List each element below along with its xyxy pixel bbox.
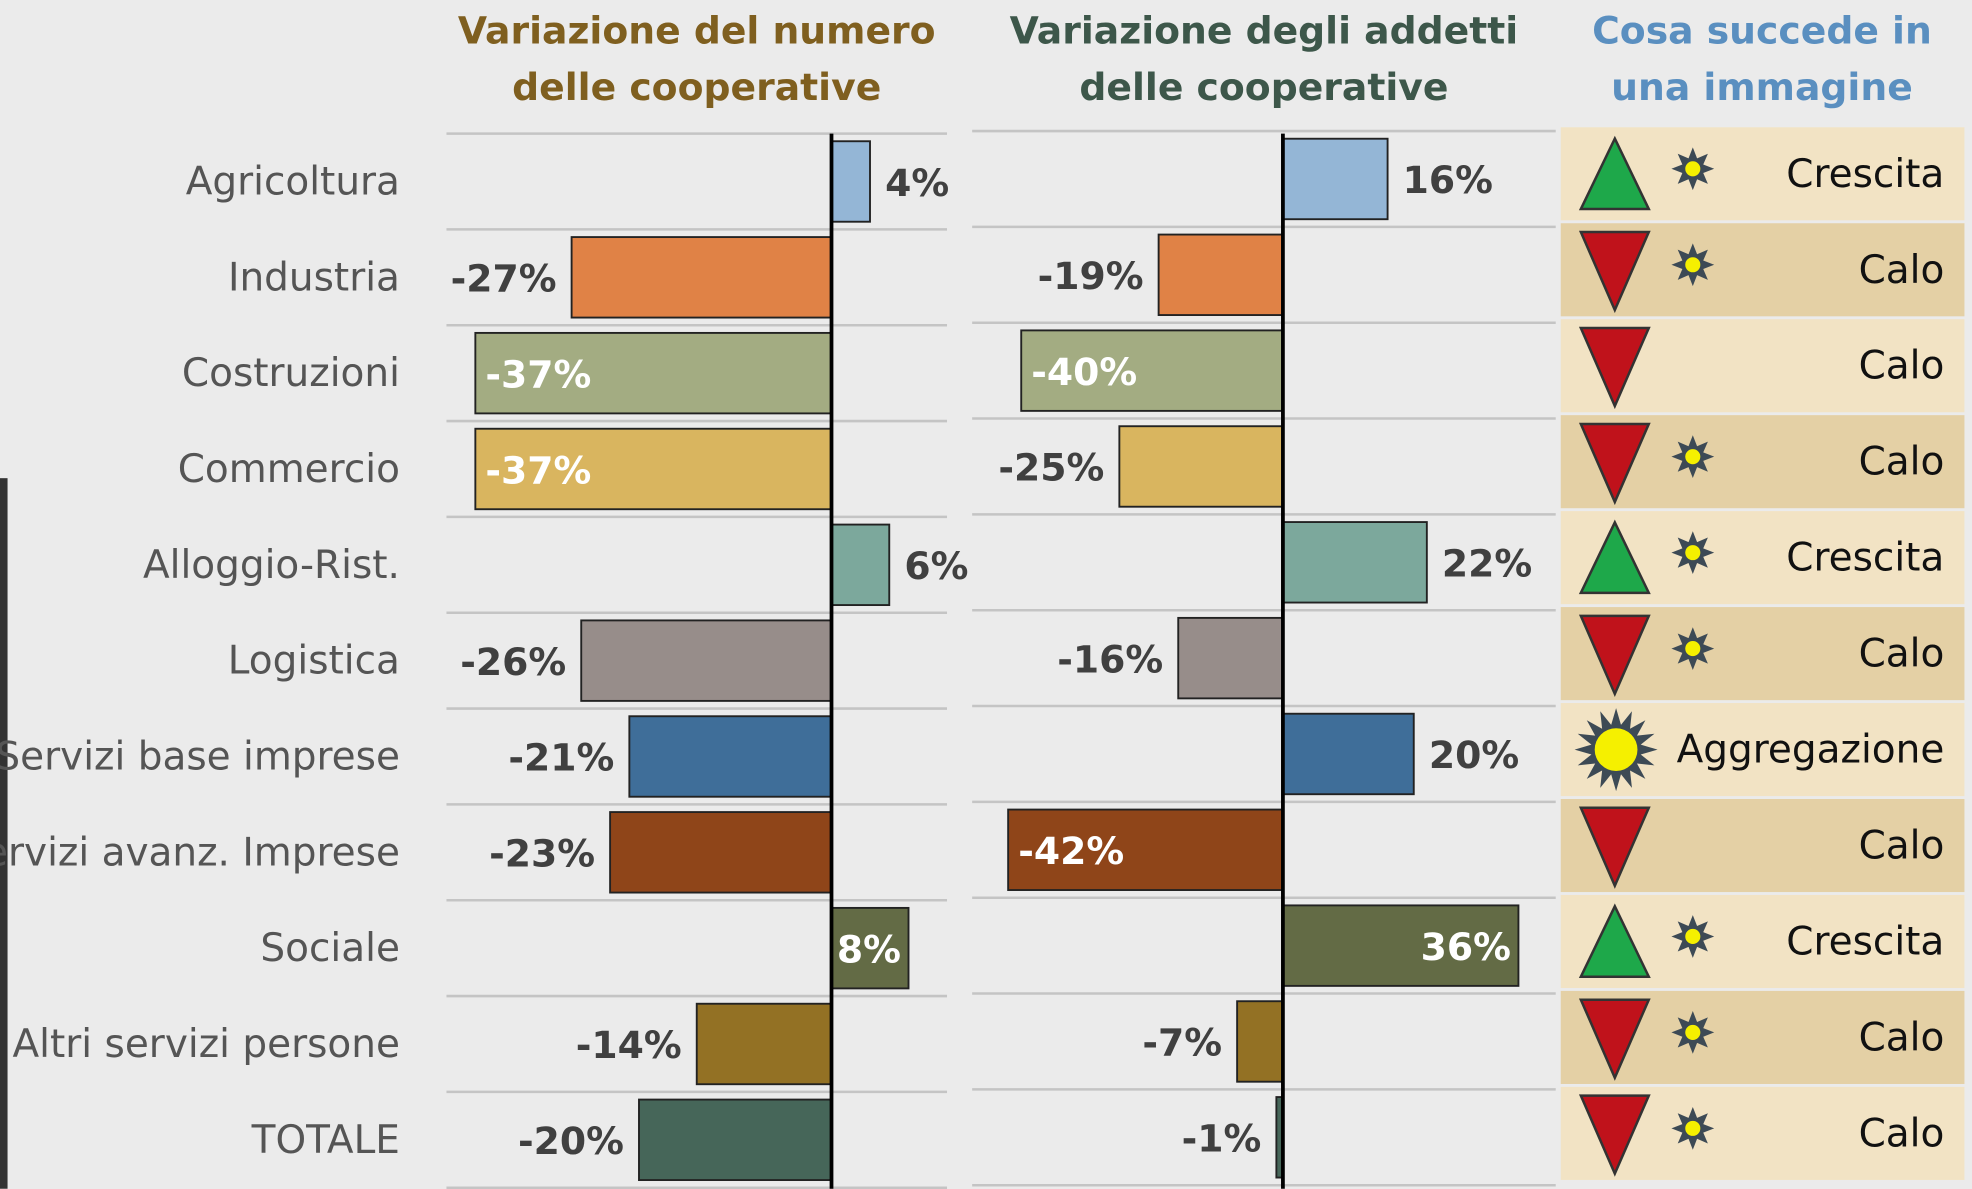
category-label: Servizi avanz. Imprese: [0, 830, 400, 875]
summary-label: Calo: [1859, 344, 1945, 389]
chart-title: Variazione degli addetti: [1010, 8, 1519, 52]
up-arrow: [1578, 903, 1651, 978]
category-label: Industria: [228, 255, 400, 300]
category-label: Sociale: [260, 926, 400, 971]
bar: [580, 619, 833, 702]
star-center: [1685, 449, 1701, 465]
value-label: -37%: [485, 352, 591, 396]
bar: [1281, 521, 1428, 604]
summary-label: Calo: [1859, 1015, 1945, 1060]
value-label: -20%: [518, 1119, 624, 1163]
chart-title: delle cooperative: [1079, 65, 1448, 109]
edge-photo: [0, 478, 8, 1189]
value-label: -37%: [485, 448, 591, 492]
category-label: Agricoltura: [186, 160, 400, 205]
summary-label: Crescita: [1786, 152, 1944, 197]
bar: [628, 715, 833, 798]
star-center: [1685, 1024, 1701, 1040]
bar: [1281, 904, 1520, 987]
bar: [1281, 712, 1415, 796]
down-arrow: [1578, 1094, 1651, 1177]
star-center: [1685, 161, 1701, 177]
summary-label: Crescita: [1786, 920, 1944, 965]
value-label: -16%: [1057, 637, 1163, 681]
star-center: [1685, 1120, 1701, 1136]
value-label: -27%: [451, 257, 557, 301]
summary-label: Aggregazione: [1677, 728, 1945, 773]
bar: [1118, 425, 1284, 508]
down-arrow: [1578, 998, 1651, 1081]
summary-label: Calo: [1859, 824, 1945, 869]
down-arrow: [1578, 614, 1651, 698]
summary-label: Calo: [1859, 440, 1945, 485]
summary-label: Crescita: [1786, 536, 1944, 581]
bar: [695, 1002, 833, 1086]
down-arrow: [1578, 422, 1651, 506]
category-label: Logistica: [228, 639, 400, 684]
value-label: 36%: [1421, 925, 1511, 969]
down-arrow: [1578, 326, 1651, 410]
value-label: -26%: [460, 640, 566, 684]
bar: [1281, 137, 1389, 221]
value-label: 4%: [885, 161, 949, 205]
category-label: Alloggio-Rist.: [143, 543, 400, 588]
bar: [830, 140, 871, 223]
value-label: -14%: [576, 1023, 682, 1067]
value-label: -40%: [1031, 350, 1137, 394]
summary-label: Calo: [1859, 1111, 1945, 1156]
value-label: 6%: [904, 544, 968, 588]
bar: [609, 811, 833, 894]
up-arrow: [1578, 519, 1651, 595]
value-label: -21%: [508, 736, 614, 780]
bar: [1177, 616, 1284, 700]
value-label: 20%: [1429, 733, 1519, 777]
category-label: TOTALE: [251, 1118, 400, 1163]
summary-label: Calo: [1859, 632, 1945, 677]
value-label: -19%: [1038, 254, 1144, 298]
value-label: -25%: [998, 446, 1104, 490]
value-label: 8%: [837, 927, 901, 971]
bar: [1236, 1000, 1284, 1083]
chart-title: Variazione del numero: [458, 8, 936, 52]
value-label: 16%: [1403, 158, 1493, 202]
down-arrow: [1578, 230, 1651, 314]
value-label: -1%: [1182, 1117, 1262, 1161]
star-center: [1685, 257, 1701, 273]
bar: [1157, 233, 1284, 316]
summary-title: una immagine: [1611, 65, 1913, 109]
value-label: -42%: [1018, 829, 1124, 873]
summary-title: Cosa succede in: [1592, 8, 1932, 52]
value-label: -7%: [1142, 1021, 1222, 1065]
star-center: [1685, 928, 1701, 945]
star-center: [1685, 545, 1701, 561]
bar: [570, 236, 833, 319]
bar: [830, 906, 910, 990]
star-center: [1685, 641, 1701, 657]
category-label: Costruzioni: [182, 351, 400, 396]
sun-center: [1594, 728, 1638, 771]
bar: [830, 523, 891, 607]
category-label: Commercio: [178, 447, 400, 492]
category-label: Altri servizi persone: [13, 1022, 400, 1067]
bar: [1007, 808, 1284, 891]
bar: [474, 331, 833, 415]
bar: [638, 1098, 833, 1182]
summary-label: Calo: [1859, 248, 1945, 293]
up-arrow: [1578, 135, 1651, 211]
down-arrow: [1578, 806, 1651, 889]
chart-title: delle cooperative: [512, 65, 881, 109]
value-label: 22%: [1442, 542, 1532, 586]
category-label: Servizi base imprese: [0, 735, 400, 780]
value-label: -23%: [489, 832, 595, 876]
